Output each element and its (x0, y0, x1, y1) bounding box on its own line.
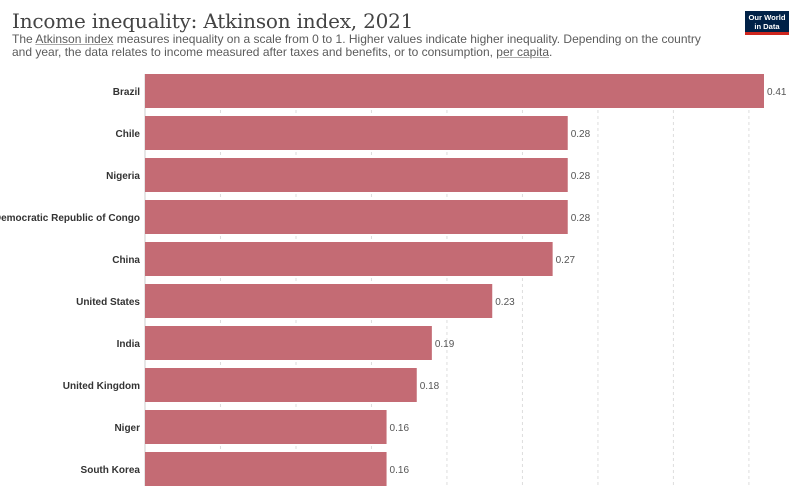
category-label-2: Nigeria (106, 171, 140, 182)
bar-7 (145, 368, 417, 402)
category-label-4: China (112, 255, 140, 266)
value-label-6: 0.19 (435, 339, 455, 350)
subtitle-text-2: measures inequality on a scale from 0 to… (12, 32, 701, 59)
bar-0 (145, 74, 764, 108)
chart-subtitle: The Atkinson index measures inequality o… (12, 33, 712, 59)
category-label-8: Niger (114, 423, 140, 434)
bar-2 (145, 158, 568, 192)
bar-5 (145, 284, 493, 318)
bar-3 (145, 200, 568, 234)
bar-9 (145, 452, 387, 486)
bar-6 (145, 326, 432, 360)
value-label-2: 0.28 (571, 171, 591, 182)
category-label-6: India (117, 339, 141, 350)
value-label-1: 0.28 (571, 129, 591, 140)
value-label-0: 0.41 (767, 87, 787, 98)
category-label-1: Chile (116, 129, 141, 140)
bar-1 (145, 116, 568, 150)
value-label-7: 0.18 (420, 381, 440, 392)
value-label-8: 0.16 (390, 423, 410, 434)
value-label-5: 0.23 (495, 297, 515, 308)
category-label-5: United States (76, 297, 140, 308)
value-label-4: 0.27 (556, 255, 576, 266)
value-label-9: 0.16 (390, 465, 410, 476)
logo-line-2: in Data (754, 22, 780, 31)
logo-line-1: Our World (748, 13, 786, 22)
category-label-7: United Kingdom (63, 381, 140, 392)
chart-title: Income inequality: Atkinson index, 2021 (12, 9, 414, 33)
logo-accent-bar (745, 32, 789, 35)
our-world-in-data-logo[interactable]: Our World in Data (745, 11, 789, 35)
bar-4 (145, 242, 553, 276)
per-capita-link[interactable]: per capita (496, 45, 549, 59)
value-label-3: 0.28 (571, 213, 591, 224)
subtitle-text-1: The (12, 32, 36, 46)
category-label-0: Brazil (113, 87, 140, 98)
category-label-3: Democratic Republic of Congo (0, 213, 140, 224)
category-label-9: South Korea (81, 465, 141, 476)
atkinson-index-link[interactable]: Atkinson index (35, 32, 114, 46)
bar-8 (145, 410, 387, 444)
subtitle-text-3: . (549, 45, 553, 59)
